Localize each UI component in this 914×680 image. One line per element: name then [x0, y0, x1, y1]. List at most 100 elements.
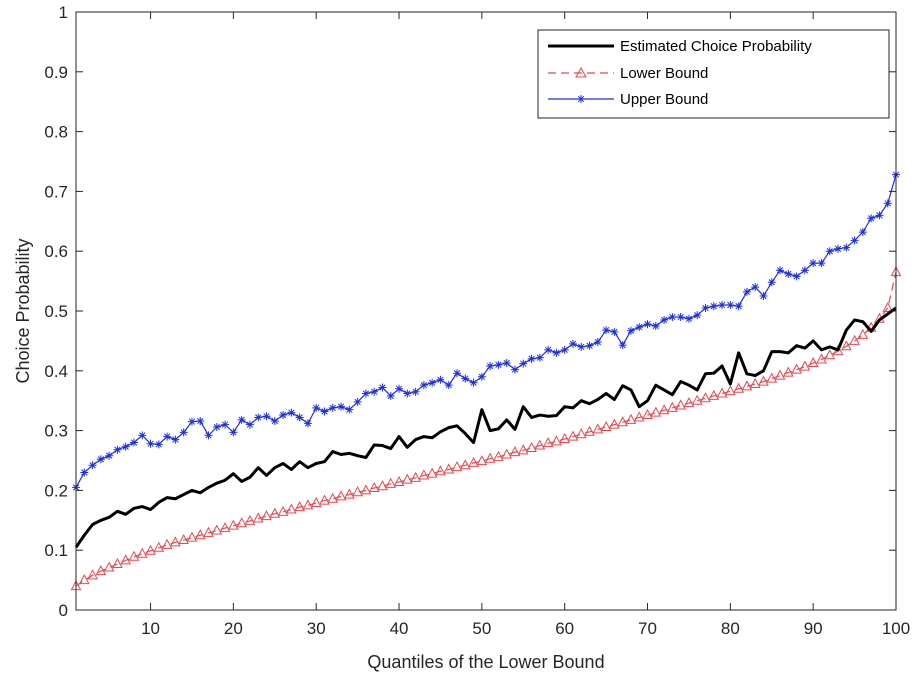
upper-bound-point: [461, 374, 470, 383]
upper-bound-point: [800, 266, 809, 275]
upper-bound-point: [96, 455, 105, 464]
upper-bound-point: [361, 389, 370, 398]
upper-bound-point: [229, 428, 238, 437]
upper-bound-point: [262, 412, 271, 421]
lower-bound-point: [87, 569, 98, 580]
lower-bound-point: [136, 547, 148, 558]
lower-bound-point: [443, 463, 455, 474]
lower-bound-point: [286, 503, 297, 514]
upper-bound-point: [303, 419, 312, 428]
upper-bound-point: [154, 440, 163, 449]
upper-bound-point: [436, 375, 445, 384]
upper-bound-point: [726, 301, 735, 310]
upper-bound-point: [204, 431, 213, 440]
lower-bound-point: [816, 353, 827, 364]
upper-bound-point: [718, 301, 727, 310]
lower-bound-point: [120, 554, 132, 565]
upper-bound-point: [279, 411, 288, 420]
upper-bound-point: [792, 272, 801, 281]
y-tick-label: 0.5: [44, 302, 68, 321]
upper-bound-point: [171, 435, 180, 444]
lower-bound-point: [658, 404, 670, 415]
upper-bound-point: [386, 391, 395, 400]
y-tick-label: 0.6: [44, 242, 68, 261]
upper-bound-point: [129, 438, 138, 447]
upper-bound-point: [701, 304, 710, 313]
y-tick-label: 0.8: [44, 123, 68, 142]
upper-bound-point: [883, 199, 892, 208]
upper-bound-point: [121, 442, 130, 451]
lower-bound-point: [766, 372, 778, 383]
lower-bound-point: [559, 432, 571, 443]
x-tick-label: 90: [804, 619, 823, 638]
lower-bound-point: [882, 301, 894, 313]
x-axis-title: Quantiles of the Lower Bound: [367, 652, 604, 672]
upper-bound-point: [776, 266, 785, 275]
upper-bound-point: [610, 327, 619, 336]
upper-bound-point: [842, 243, 851, 252]
upper-bound-point: [834, 244, 843, 253]
lower-bound-point: [517, 444, 529, 455]
lower-bound-point: [526, 441, 537, 452]
upper-bound-point: [411, 387, 420, 396]
upper-bound-point: [163, 432, 172, 441]
lower-bound-point: [344, 488, 355, 499]
lower-bound-point: [534, 439, 546, 450]
upper-bound-point: [684, 314, 693, 323]
lower-bound-point: [567, 430, 579, 441]
y-tick-label: 0: [59, 601, 68, 620]
upper-bound-point: [494, 360, 503, 369]
upper-bound-point: [337, 402, 346, 411]
upper-bound-point: [237, 415, 246, 424]
lower-bound-point: [501, 448, 513, 459]
lower-bound-point: [725, 385, 736, 396]
lower-bound-point: [493, 450, 504, 461]
lower-bound-point: [194, 529, 206, 540]
upper-bound-point: [328, 403, 337, 412]
upper-bound-point: [428, 378, 437, 387]
upper-bound-point: [378, 383, 387, 392]
upper-bound-point: [535, 353, 544, 362]
series-upper-bound: [72, 170, 900, 492]
upper-bound-point: [254, 413, 263, 422]
lower-bound-point: [319, 494, 330, 505]
lower-bound-point: [236, 517, 247, 528]
y-tick-label: 0.4: [44, 362, 68, 381]
upper-bound-point: [585, 341, 594, 350]
y-tick-label: 0.3: [44, 422, 68, 441]
lower-bound-point: [741, 380, 753, 391]
lower-bound-point: [575, 428, 587, 439]
lower-bound-point: [691, 394, 703, 405]
legend-label-lower: Lower Bound: [620, 65, 708, 82]
upper-bound-point: [477, 372, 486, 381]
series-line: [74, 306, 897, 549]
lower-bound-point: [824, 349, 836, 360]
upper-bound-point: [88, 461, 97, 470]
lower-bound-point: [675, 399, 686, 410]
upper-bound-point: [850, 236, 859, 245]
lower-bound-point: [228, 519, 239, 530]
lower-bound-point: [112, 557, 123, 568]
upper-bound-point: [113, 445, 122, 454]
lower-bound-point: [509, 446, 521, 457]
legend: Estimated Choice Probability Lower Bound…: [537, 29, 890, 119]
lower-bound-point: [484, 452, 496, 463]
upper-bound-point: [568, 339, 577, 348]
lower-bound-point: [642, 408, 653, 420]
y-tick-label: 0.2: [44, 481, 68, 500]
upper-bound-point: [618, 341, 627, 350]
series-estimated-choice-probability: [74, 306, 897, 549]
lower-bound-point: [377, 480, 388, 491]
lower-bound-point: [261, 510, 272, 521]
lower-bound-point: [782, 366, 794, 377]
upper-bound-point: [734, 302, 743, 311]
series-line: [75, 271, 897, 587]
y-tick-label: 0.9: [44, 63, 68, 82]
lower-bound-point: [476, 455, 488, 466]
lower-bound-point: [840, 340, 852, 351]
upper-bound-point: [80, 468, 89, 477]
upper-bound-point: [709, 302, 718, 311]
upper-bound-point: [527, 354, 536, 363]
upper-bound-point: [552, 348, 561, 357]
